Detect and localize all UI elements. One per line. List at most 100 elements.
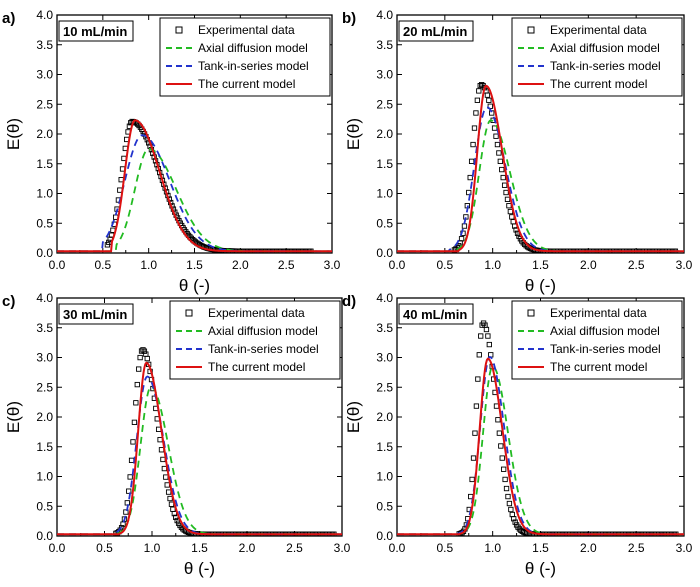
x-tick-label: 1.0: [484, 258, 501, 272]
x-tick-label: 1.5: [186, 258, 203, 272]
legend-entry: The current model: [198, 77, 295, 91]
y-tick-label: 3.0: [36, 68, 53, 82]
experimental-marker: [478, 333, 484, 339]
tank-in-series-curve: [397, 106, 684, 253]
legend-entry: Experimental data: [550, 23, 647, 37]
x-tick-label: 0.5: [94, 258, 111, 272]
axial-diffusion-curve: [57, 147, 332, 253]
x-tick-label: 0.0: [389, 541, 406, 555]
x-tick-label: 2.5: [628, 541, 645, 555]
experimental-marker: [134, 381, 140, 388]
experimental-marker: [506, 500, 513, 507]
experimental-marker: [509, 214, 515, 220]
legend: Experimental data Axial diffusion model Ta…: [169, 300, 341, 380]
flow-label: 10 mL/min: [63, 24, 127, 39]
experimental-marker: [505, 493, 511, 500]
experimental-marker: [499, 455, 505, 461]
experimental-marker: [128, 457, 135, 464]
x-axis-label: θ (-): [525, 559, 556, 578]
y-tick-label: 3.0: [36, 351, 53, 365]
experimental-marker: [472, 430, 478, 436]
experimental-marker: [170, 506, 176, 512]
x-tick-label: 0.0: [49, 258, 66, 272]
experimental-marker: [126, 488, 132, 494]
experimental-marker: [173, 514, 179, 521]
tank-in-series-curve: [57, 375, 342, 536]
plot-area: [397, 82, 684, 253]
y-tick-label: 0.5: [376, 216, 393, 230]
flow-label-box: [58, 20, 134, 42]
experimental-marker: [127, 474, 133, 480]
tank-in-series-curve: [397, 355, 684, 536]
y-tick-label: 1.5: [376, 157, 393, 171]
experimental-marker: [118, 525, 125, 531]
legend-entry: Tank-in-series model: [550, 59, 661, 73]
experimental-marker: [507, 208, 514, 215]
current-model-curve: [397, 357, 684, 536]
experimental-marker: [493, 133, 499, 139]
plot-area: [57, 118, 332, 253]
y-tick-label: 1.0: [376, 470, 393, 484]
experimental-marker: [503, 485, 510, 492]
y-tick-label: 4.0: [36, 291, 53, 305]
y-tick-label: 0.0: [36, 246, 53, 260]
experimental-marker: [461, 223, 468, 229]
experimental-marker: [470, 141, 476, 148]
panel-1: 0.0 0.5 1.0 1.5 2.0 2.5 3.0 0.0 0.5 1.0 1.5 2.0 2.5 3…: [2, 8, 341, 295]
experimental-marker: [468, 158, 475, 164]
x-tick-label: 3.0: [324, 258, 341, 272]
legend-entry: Tank-in-series model: [198, 59, 309, 73]
current-model-curve: [397, 84, 684, 253]
experimental-marker: [141, 348, 148, 354]
y-tick-label: 2.0: [376, 410, 393, 424]
experimental-marker: [138, 348, 145, 354]
y-tick-label: 1.0: [376, 187, 393, 201]
tank-in-series-curve: [57, 134, 332, 253]
experimental-marker: [483, 326, 490, 333]
legend: Experimental data Axial diffusion model Ta…: [511, 300, 683, 380]
flow-label-box: [58, 303, 134, 325]
experimental-marker: [501, 182, 508, 188]
x-tick-label: 2.0: [239, 541, 256, 555]
flow-label-box: [398, 20, 474, 42]
x-tick-label: 1.0: [144, 541, 161, 555]
y-axis-label: E(θ): [4, 401, 23, 433]
y-tick-label: 2.5: [36, 97, 53, 111]
panel-letter: c): [2, 293, 15, 310]
y-tick-label: 4.0: [376, 8, 393, 22]
legend-entry: The current model: [550, 77, 647, 91]
x-tick-label: 2.5: [628, 258, 645, 272]
legend-entry: The current model: [208, 360, 305, 374]
current-model-curve: [57, 361, 342, 536]
experimental-marker: [470, 455, 477, 461]
experimental-marker: [137, 354, 143, 361]
panel-2: 0.0 0.5 1.0 1.5 2.0 2.5 3.0 0.0 0.5 1.0 1.5 2.0 2.5 3…: [342, 8, 693, 295]
flow-label-box: [398, 303, 474, 325]
experimental-marker: [500, 174, 506, 181]
experimental-marker: [123, 509, 129, 515]
x-tick-label: 1.5: [191, 541, 208, 555]
y-tick-label: 4.0: [376, 291, 393, 305]
legend-entry: The current model: [550, 360, 647, 374]
experimental-marker: [506, 203, 512, 209]
y-tick-label: 2.5: [36, 380, 53, 394]
y-tick-label: 1.5: [36, 157, 53, 171]
flow-label: 20 mL/min: [403, 24, 467, 39]
experimental-marker: [494, 141, 501, 148]
panel-3: 0.0 0.5 1.0 1.5 2.0 2.5 3.0 0.0 0.5 1.0 1.5 2.0 2.5 3…: [2, 291, 351, 578]
legend: Experimental data Axial diffusion model Ta…: [159, 17, 331, 97]
experimental-marker: [144, 355, 150, 362]
y-tick-label: 0.5: [36, 499, 53, 513]
x-tick-label: 3.0: [334, 541, 351, 555]
y-tick-label: 0.5: [36, 216, 53, 230]
x-tick-label: 0.5: [436, 541, 453, 555]
x-axis-label: θ (-): [184, 559, 215, 578]
experimental-marker: [486, 341, 492, 348]
legend-entry: Experimental data: [550, 306, 647, 320]
y-tick-label: 0.0: [376, 529, 393, 543]
legend: Experimental data Axial diffusion model Ta…: [511, 17, 683, 97]
x-tick-label: 0.5: [436, 258, 453, 272]
x-tick-label: 3.0: [676, 541, 693, 555]
y-tick-label: 0.0: [36, 529, 53, 543]
y-tick-label: 0.5: [376, 499, 393, 513]
